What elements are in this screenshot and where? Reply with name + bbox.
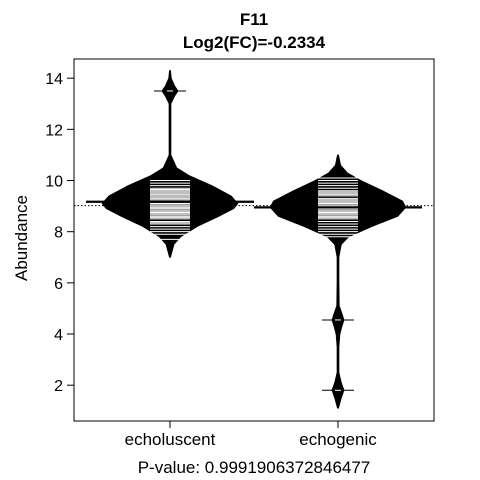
chart-subtitle: Log2(FC)=-0.2334 (183, 33, 326, 52)
y-tick-label-10: 10 (45, 174, 63, 191)
y-tick-label-12: 12 (45, 122, 63, 139)
y-tick-label-6: 6 (54, 276, 63, 293)
x-tick-label-echoluscent: echoluscent (125, 430, 216, 449)
p-value-footer: P-value: 0.9991906372846477 (138, 458, 371, 477)
y-axis-label: Abundance (12, 195, 31, 281)
bean-echoluscent (86, 70, 254, 258)
y-tick-label-14: 14 (45, 71, 63, 88)
y-axis: 2 4 6 8 10 12 14 (45, 71, 339, 428)
y-tick-label-8: 8 (54, 225, 63, 242)
chart-title: F11 (240, 10, 268, 29)
y-tick-label-4: 4 (54, 327, 63, 344)
plot-frame (73, 58, 435, 422)
x-tick-label-echogenic: echogenic (299, 430, 377, 449)
y-tick-label-2: 2 (54, 378, 63, 395)
beans-layer (74, 70, 434, 409)
bean-echogenic (254, 154, 422, 409)
